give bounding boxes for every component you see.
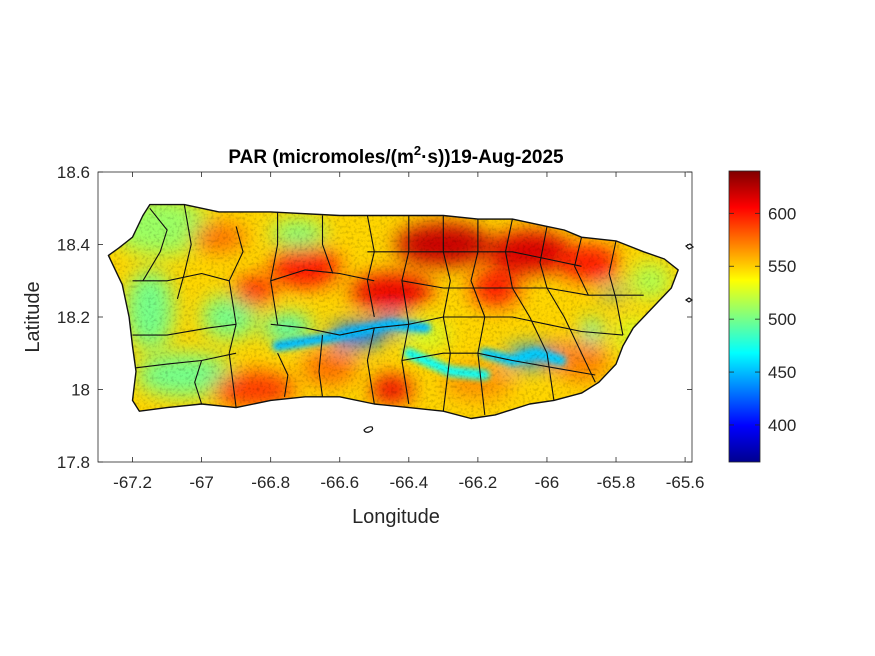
x-tick-label: -67.2 <box>113 473 152 492</box>
municipality-border <box>366 327 375 405</box>
municipality-border <box>321 215 334 274</box>
municipality-border <box>135 352 237 369</box>
title-suffix: ·s))19-Aug-2025 <box>421 147 564 168</box>
y-tick-label: 18.4 <box>57 236 90 255</box>
x-tick-label: -66.4 <box>389 473 428 492</box>
municipality-border <box>367 251 582 267</box>
municipality-border <box>401 215 410 405</box>
x-tick-label: -67 <box>189 473 214 492</box>
municipality-border <box>270 323 409 336</box>
municipality-border <box>176 204 192 300</box>
colorbar-tick-label: 450 <box>768 363 796 382</box>
title-prefix: PAR (micromoles/(m <box>228 147 413 168</box>
municipality-border <box>194 360 203 405</box>
municipality-border <box>366 215 375 318</box>
colorbar-tick-label: 550 <box>768 257 796 276</box>
municipality-border <box>529 316 555 401</box>
x-tick-label: -66.6 <box>320 473 359 492</box>
islet-caja-de-muertos <box>363 426 374 433</box>
municipality-border <box>401 352 596 376</box>
x-tick-label: -65.8 <box>597 473 636 492</box>
municipality-border <box>539 226 565 318</box>
colorbar-tick-label: 500 <box>768 310 796 329</box>
y-tick-label: 18.6 <box>57 163 90 182</box>
x-tick-label: -66 <box>535 473 560 492</box>
municipality-border <box>318 335 324 397</box>
y-ticks: 17.8 18 18.2 18.4 18.6 <box>57 163 692 472</box>
municipality-border <box>442 215 451 412</box>
x-tick-label: -66.8 <box>251 473 290 492</box>
y-tick-label: 18 <box>71 381 90 400</box>
coastline <box>107 203 679 420</box>
municipality-border <box>142 207 168 282</box>
municipality-border <box>270 269 375 282</box>
municipality-border <box>574 237 589 296</box>
chart-title: PAR (micromoles/(m2·s))19-Aug-2025 <box>228 143 564 168</box>
municipality-border <box>228 226 244 408</box>
colorbar-gradient <box>728 170 761 463</box>
municipality-border <box>277 352 289 397</box>
title-superscript: 2 <box>414 143 421 158</box>
heatmap-speckle <box>108 204 679 419</box>
colorbar-tick-label: 600 <box>768 204 796 223</box>
y-axis-label: Latitude <box>22 281 44 352</box>
municipality-border <box>401 280 644 296</box>
municipality-border <box>132 323 237 336</box>
x-tick-label: -66.2 <box>459 473 498 492</box>
colorbar-tick-label: 400 <box>768 416 796 435</box>
municipality-border <box>132 272 230 282</box>
colorbar: 400 450 500 550 600 <box>728 170 796 463</box>
colorbar-ticks: 400 450 500 550 600 <box>729 204 796 435</box>
municipality-border <box>270 211 279 325</box>
y-tick-label: 17.8 <box>57 453 90 472</box>
x-axis-label: Longitude <box>352 506 440 528</box>
municipality-border <box>608 240 624 336</box>
x-tick-label: -65.6 <box>666 473 705 492</box>
x-ticks: -67.2 -67 -66.8 -66.6 -66.4 -66.2 -66 -65.8 -65.… <box>113 172 704 492</box>
municipality-border <box>504 218 531 318</box>
par-heatmap <box>108 204 679 419</box>
municipality-border <box>470 219 486 415</box>
municipality-border <box>563 316 596 383</box>
y-tick-label: 18.2 <box>57 308 90 327</box>
municipality-border <box>408 316 623 336</box>
municipality-borders <box>132 204 644 415</box>
